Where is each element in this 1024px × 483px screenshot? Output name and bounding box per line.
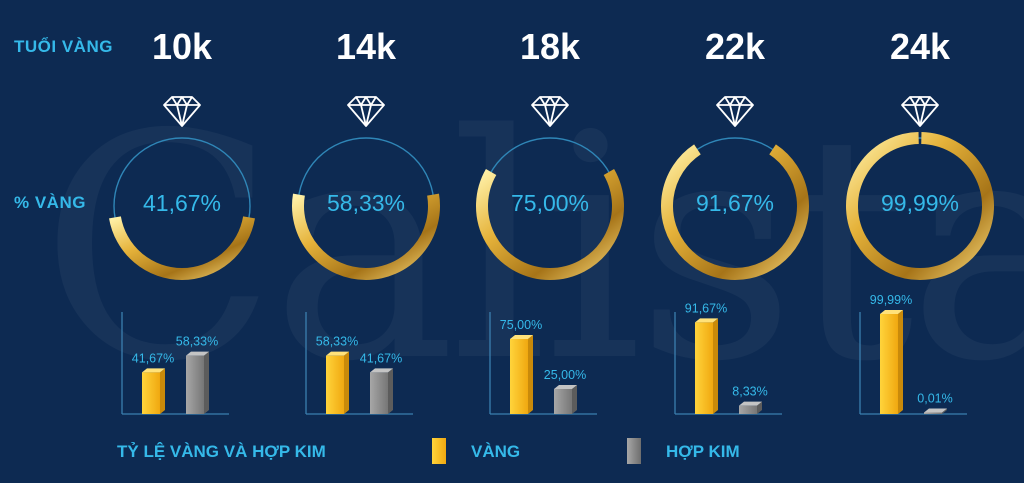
karat-label-10k: 10k [151,26,213,67]
legend-swatch-alloy [627,438,641,464]
ring-gold-fill-14k [292,193,440,280]
data-label-alloy-24k: 0,01% [917,392,952,406]
data-label-alloy-22k: 8,33% [732,385,767,399]
ring-gold-fill-18k [476,169,624,280]
diamond-icon [531,96,569,127]
legend-swatch-gold [432,438,446,464]
karat-label-24k: 24k [889,26,951,67]
bar-alloy-18k [554,385,577,414]
bar-alloy-10k [186,351,209,414]
karat-label-18k: 18k [519,26,581,67]
ring-gold-fill-22k [661,144,809,280]
data-label-alloy-18k: 25,00% [544,368,586,382]
karat-label-22k: 22k [704,26,766,67]
ring-percent-10k: 41,67% [142,190,221,216]
ring-percent-22k: 91,67% [695,190,774,216]
ring-percent-14k: 58,33% [326,190,405,216]
data-label-gold-10k: 41,67% [132,351,174,365]
bar-gold-18k [510,335,533,414]
ring-percent-18k: 75,00% [510,190,589,216]
karat-label-14k: 14k [335,26,397,67]
data-label-gold-22k: 91,67% [685,301,727,315]
ring-percent-24k: 99,99% [880,190,959,216]
data-label-gold-18k: 75,00% [500,318,542,332]
bar-gold-24k [880,310,903,414]
gold-percent-row-label: % VÀNG [14,193,86,212]
diamond-icon [716,96,754,127]
data-label-alloy-10k: 58,33% [176,335,218,349]
legend-label-alloy: HỢP KIM [666,442,740,461]
data-label-alloy-14k: 41,67% [360,351,402,365]
bar-gold-22k [695,318,718,414]
data-label-gold-14k: 58,33% [316,335,358,349]
bar-alloy-14k [370,368,393,414]
data-label-gold-24k: 99,99% [870,293,912,307]
bar-alloy-24k [924,408,947,414]
diamond-icon [901,96,939,127]
karat-row-label: TUỔI VÀNG [14,37,113,56]
bar-alloy-22k [739,401,762,414]
legend-title: TỶ LỆ VÀNG VÀ HỢP KIM [117,442,326,461]
ring-gold-fill-24k [846,132,994,280]
bar-gold-14k [326,351,349,414]
bar-gold-10k [142,368,165,414]
legend-label-gold: VÀNG [471,442,521,461]
diamond-icon [163,96,201,127]
diamond-icon [347,96,385,127]
ring-gold-fill-10k [109,216,255,280]
